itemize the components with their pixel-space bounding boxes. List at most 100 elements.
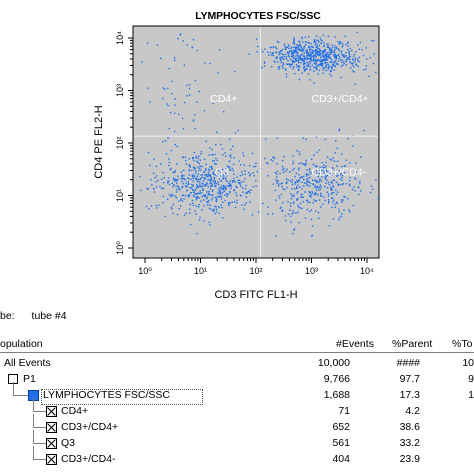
event-point [292, 61, 294, 63]
event-point [286, 181, 288, 183]
event-point [181, 175, 183, 177]
event-point [298, 174, 300, 176]
event-point [310, 51, 312, 53]
event-point [327, 193, 330, 195]
event-point [331, 49, 333, 52]
population-row[interactable]: CD3+/CD4- 404 23.9 [0, 446, 474, 468]
event-point [305, 182, 308, 185]
population-checkbox[interactable] [46, 406, 57, 417]
event-point [326, 43, 328, 46]
event-point [224, 187, 226, 189]
event-point [341, 153, 343, 155]
event-point [306, 49, 308, 51]
event-point [338, 208, 340, 210]
event-point [194, 189, 197, 191]
event-point [217, 192, 219, 194]
event-point [230, 148, 232, 151]
event-point [306, 178, 308, 180]
event-point [307, 46, 310, 49]
event-point [323, 45, 325, 48]
event-point [218, 178, 221, 180]
event-point [315, 46, 317, 49]
event-point [355, 63, 357, 65]
event-point [158, 204, 160, 206]
event-point [291, 213, 293, 215]
event-point [319, 179, 321, 181]
tree-connector [33, 430, 34, 444]
event-point [171, 182, 173, 184]
population-name: P1 [23, 373, 36, 385]
event-point [318, 63, 320, 66]
event-point [331, 189, 333, 191]
event-point [193, 151, 195, 154]
event-point [317, 73, 319, 75]
event-point [192, 204, 195, 207]
population-row[interactable]: Q3 561 33.2 [0, 430, 474, 452]
col-header-total[interactable]: %To [452, 338, 473, 350]
event-point [334, 206, 336, 208]
event-point [331, 173, 333, 176]
event-point [288, 51, 291, 53]
event-point [267, 162, 269, 165]
event-point [338, 211, 340, 213]
event-point [318, 189, 320, 191]
event-point [155, 204, 158, 207]
event-point [341, 179, 343, 181]
event-point [334, 36, 336, 38]
col-header-parent[interactable]: %Parent [392, 338, 433, 350]
event-point [195, 155, 197, 158]
event-point [301, 181, 303, 183]
population-checkbox[interactable] [46, 422, 57, 433]
event-point [295, 187, 298, 190]
event-point [203, 185, 206, 187]
event-point [313, 70, 315, 72]
event-point [327, 66, 330, 68]
event-point [304, 69, 306, 71]
event-point [195, 196, 197, 199]
event-point [357, 65, 359, 68]
event-point [175, 191, 178, 193]
event-point [237, 129, 239, 132]
event-point [335, 181, 338, 184]
population-row[interactable]: CD3+/CD4+ 652 38.6 [0, 414, 474, 436]
event-point [309, 68, 311, 71]
event-point [210, 180, 212, 182]
event-point [308, 49, 311, 52]
event-point [323, 62, 326, 65]
event-point [199, 192, 201, 194]
event-point [194, 167, 196, 169]
event-point [168, 183, 171, 186]
col-header-events[interactable]: #Events [336, 338, 374, 350]
event-point [188, 170, 190, 172]
population-row[interactable]: CD4+ 71 4.2 [0, 398, 474, 420]
col-header-population[interactable]: opulation [0, 338, 43, 350]
event-point [216, 198, 218, 200]
event-point [292, 42, 295, 44]
event-point [196, 101, 198, 103]
event-point [317, 194, 319, 196]
event-point [328, 56, 330, 58]
event-point [288, 47, 290, 50]
event-point [299, 56, 302, 58]
event-point [322, 53, 324, 55]
event-point [197, 157, 199, 159]
event-point [171, 92, 173, 95]
population-checkbox[interactable] [46, 438, 57, 449]
population-checkbox[interactable] [46, 454, 57, 465]
event-point [213, 160, 216, 162]
event-point [223, 111, 225, 113]
event-point [293, 38, 295, 41]
event-point [332, 201, 334, 203]
event-point [295, 48, 297, 50]
population-row[interactable]: LYMPHOCYTES FSC/SSC 1,688 17.3 1 [0, 382, 474, 405]
event-point [308, 168, 311, 170]
parent-percent-value: 17.3 [399, 389, 420, 401]
event-point [314, 210, 317, 212]
event-point [349, 47, 351, 50]
event-point [338, 169, 341, 172]
event-point [209, 224, 211, 226]
population-row[interactable]: P1 9,766 97.7 9 [0, 372, 474, 388]
event-point [235, 192, 237, 194]
event-point [217, 188, 220, 190]
population-row[interactable]: All Events 10,000 #### 10 [0, 356, 474, 372]
